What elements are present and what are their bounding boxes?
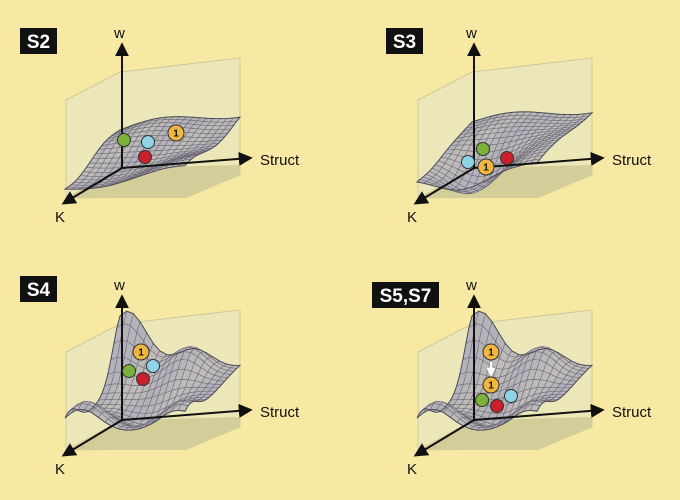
step-badge xyxy=(372,282,439,308)
orange-ball-1-start xyxy=(482,343,500,361)
struct-axis xyxy=(121,403,253,421)
panel-s3: w Struct K S3 1 xyxy=(386,25,652,226)
struct-axis-label: Struct xyxy=(612,152,652,169)
k-axis xyxy=(61,167,123,205)
red-ball xyxy=(490,399,504,413)
w-axis-label: w xyxy=(465,277,477,294)
k-axis-label: K xyxy=(407,209,417,226)
surface-edge xyxy=(63,116,242,190)
green-ball xyxy=(117,133,131,147)
k-axis xyxy=(413,419,475,457)
surface-edge xyxy=(416,310,594,431)
orange-ball-1-number: 1 xyxy=(173,129,179,140)
struct-axis-label: Struct xyxy=(260,152,300,169)
green-ball xyxy=(475,393,489,407)
floor-plane xyxy=(66,165,240,198)
k-axis-label: K xyxy=(407,461,417,478)
struct-axis xyxy=(473,403,605,421)
panel-s5-s7: w Struct K S5,S7 1 1 xyxy=(372,277,652,478)
w-axis-label: w xyxy=(113,277,125,294)
step-label: S2 xyxy=(27,32,50,53)
struct-axis xyxy=(473,151,605,169)
blue-ball xyxy=(504,389,518,403)
orange-ball-1 xyxy=(477,158,495,176)
step-label: S5,S7 xyxy=(380,286,432,307)
step-badge xyxy=(20,28,57,54)
orange-ball-1-number: 1 xyxy=(483,163,489,174)
struct-axis-label: Struct xyxy=(612,404,652,421)
w-axis-label: w xyxy=(465,25,477,42)
k-axis xyxy=(61,419,123,457)
panel-s2: w Struct K S2 1 xyxy=(20,25,300,226)
struct-axis xyxy=(121,151,253,169)
floor-plane xyxy=(418,417,592,450)
step-label: S3 xyxy=(393,32,416,53)
red-ball xyxy=(138,150,152,164)
orange-ball-1-start-number: 1 xyxy=(488,348,494,359)
orange-ball-1-end-number: 1 xyxy=(488,381,494,392)
surface-edge xyxy=(64,310,242,431)
k-axis xyxy=(413,167,475,205)
orange-ball-1-end xyxy=(482,376,500,394)
panel-s4: w Struct K S4 1 xyxy=(20,276,300,478)
w-axis-label: w xyxy=(113,25,125,42)
blue-ball xyxy=(141,135,155,149)
step-label: S4 xyxy=(27,280,51,301)
struct-axis-label: Struct xyxy=(260,404,300,421)
floor-plane xyxy=(66,417,240,450)
blue-ball xyxy=(461,155,475,169)
orange-ball-1 xyxy=(132,343,150,361)
red-ball xyxy=(500,151,514,165)
orange-ball-1-number: 1 xyxy=(138,348,144,359)
k-axis-label: K xyxy=(55,461,65,478)
red-ball xyxy=(136,372,150,386)
step-badge xyxy=(386,28,423,54)
k-axis-label: K xyxy=(55,209,65,226)
blue-ball xyxy=(146,359,160,373)
step-badge xyxy=(20,276,57,302)
orange-ball-1 xyxy=(167,124,185,142)
green-ball xyxy=(476,142,490,156)
green-ball xyxy=(122,364,136,378)
